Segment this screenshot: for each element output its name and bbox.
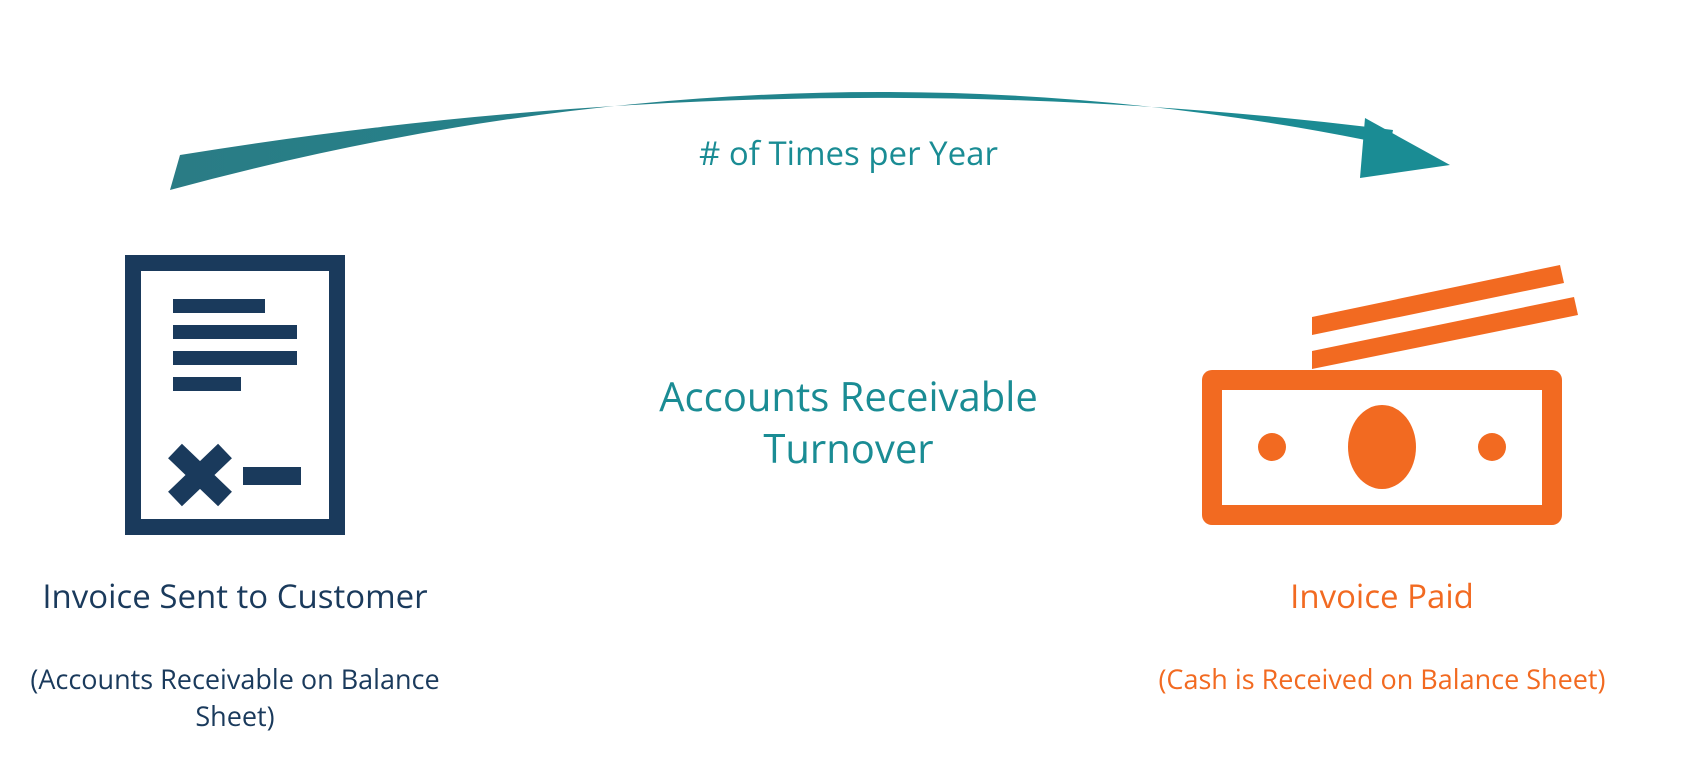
cash-money-icon (1172, 255, 1592, 535)
invoice-section: Invoice Sent to Customer (Accounts Recei… (0, 225, 470, 734)
invoice-document-icon (125, 255, 345, 535)
cash-subtitle: (Cash is Received on Balance Sheet) (1067, 660, 1697, 697)
invoice-subtitle: (Accounts Receivable on Balance Sheet) (0, 660, 470, 734)
invoice-icon-wrap (0, 225, 470, 535)
invoice-title: Invoice Sent to Customer (0, 573, 470, 618)
cash-section: Invoice Paid (Cash is Received on Balanc… (1067, 225, 1697, 697)
cash-icon-wrap (1067, 225, 1697, 535)
cash-title: Invoice Paid (1067, 573, 1697, 618)
arrow-label: # of Times per Year (0, 130, 1697, 175)
